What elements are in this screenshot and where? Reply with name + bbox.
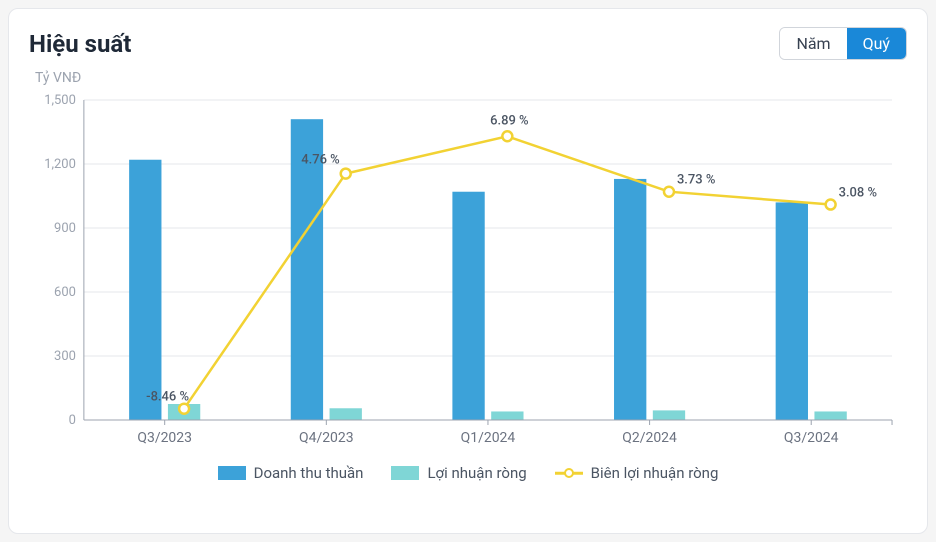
chart-svg: 0 300 600 900 1,200 1,500 Q3/2023 Q4/2023 Q1/202… (29, 90, 907, 450)
pct-label: 3.08 % (839, 186, 877, 201)
performance-card: Hiệu suất Năm Quý Tỷ VNĐ 0 300 600 900 1,200… (8, 8, 928, 534)
bar-revenue (614, 179, 646, 420)
svg-text:Q1/2024: Q1/2024 (461, 430, 516, 446)
pct-label: 3.73 % (677, 173, 715, 188)
marker-margin (826, 200, 836, 210)
marker-margin (664, 187, 674, 197)
svg-text:600: 600 (54, 285, 76, 300)
card-title: Hiệu suất (29, 30, 131, 58)
bar-revenue (776, 202, 808, 420)
bar-revenue (129, 160, 161, 420)
legend-item-revenue: Doanh thu thuần (218, 464, 364, 482)
legend-item-margin: Biên lợi nhuận ròng (555, 464, 719, 482)
legend-label-revenue: Doanh thu thuần (254, 464, 364, 482)
legend-swatch-revenue (218, 466, 246, 480)
pct-label: -8.46 % (146, 390, 189, 405)
bar-profit (330, 408, 362, 420)
svg-text:Q4/2023: Q4/2023 (299, 430, 354, 446)
svg-text:Q3/2024: Q3/2024 (784, 430, 839, 446)
marker-margin (502, 131, 512, 141)
svg-text:Q3/2023: Q3/2023 (137, 430, 192, 446)
period-toggle: Năm Quý (779, 27, 907, 60)
bar-revenue (452, 192, 484, 420)
bar-profit (491, 411, 523, 420)
chart-area: 0 300 600 900 1,200 1,500 Q3/2023 Q4/2023 Q1/202… (29, 90, 907, 450)
marker-margin (179, 404, 189, 414)
svg-text:1,200: 1,200 (44, 157, 76, 172)
pct-label: 4.76 % (301, 153, 339, 168)
toggle-year-button[interactable]: Năm (780, 28, 846, 59)
chart-legend: Doanh thu thuần Lợi nhuận ròng Biên lợi … (29, 464, 907, 482)
legend-swatch-profit (391, 466, 419, 480)
svg-text:1,500: 1,500 (44, 93, 76, 108)
toggle-quarter-button[interactable]: Quý (847, 28, 906, 59)
legend-line-margin (555, 466, 583, 480)
bar-profit (653, 410, 685, 420)
svg-text:0: 0 (69, 413, 76, 428)
legend-label-profit: Lợi nhuận ròng (427, 464, 526, 482)
pct-label: 6.89 % (490, 113, 528, 128)
line-margin (184, 136, 831, 408)
bar-profit (814, 411, 846, 420)
legend-label-margin: Biên lợi nhuận ròng (591, 464, 719, 482)
card-header: Hiệu suất Năm Quý (29, 27, 907, 60)
svg-text:900: 900 (54, 221, 76, 236)
svg-text:300: 300 (54, 349, 76, 364)
svg-text:Q2/2024: Q2/2024 (622, 430, 677, 446)
marker-margin (341, 169, 351, 179)
y-axis-unit-label: Tỷ VNĐ (35, 70, 907, 86)
legend-item-profit: Lợi nhuận ròng (391, 464, 526, 482)
